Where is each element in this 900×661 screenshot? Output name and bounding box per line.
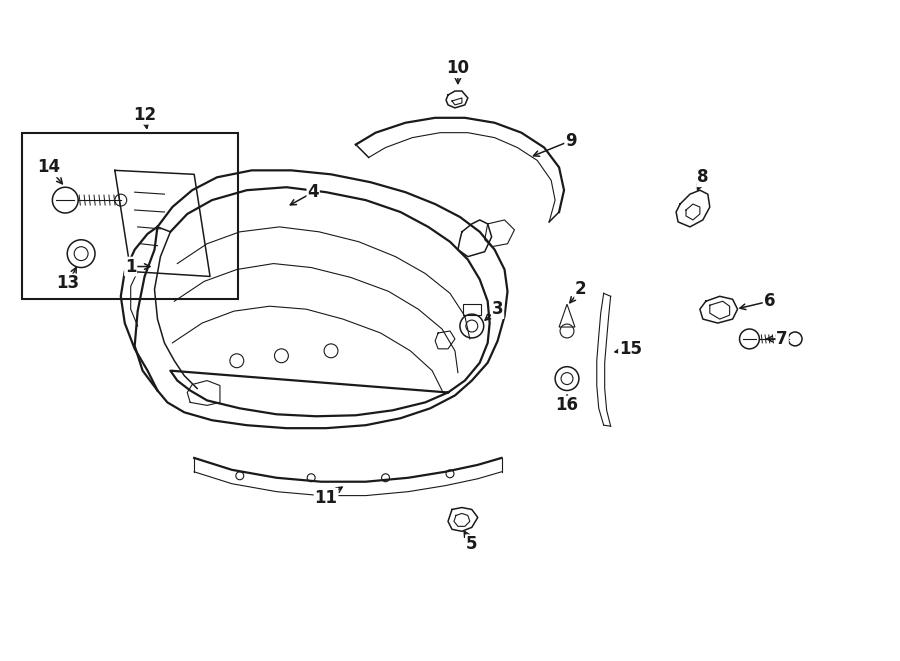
Text: 12: 12 (133, 106, 157, 124)
Text: 5: 5 (466, 535, 478, 553)
Text: 3: 3 (491, 300, 503, 318)
Text: 14: 14 (37, 159, 60, 176)
Bar (22, 133, 238, 299)
Text: 10: 10 (446, 59, 470, 77)
Text: 2: 2 (575, 280, 587, 298)
Text: 9: 9 (565, 132, 577, 149)
Text: 7: 7 (777, 330, 788, 348)
Text: 16: 16 (555, 397, 579, 414)
Text: 6: 6 (763, 292, 775, 310)
Text: 8: 8 (698, 169, 708, 186)
Text: 1: 1 (125, 258, 137, 276)
Text: 11: 11 (315, 488, 338, 506)
Text: 13: 13 (57, 274, 80, 292)
Text: 15: 15 (619, 340, 642, 358)
Text: 4: 4 (307, 183, 319, 201)
